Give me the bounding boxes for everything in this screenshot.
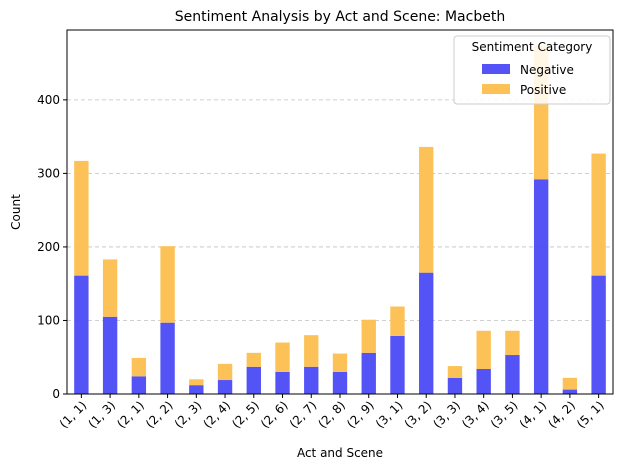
x-tick-label: (5, 1) <box>574 398 607 431</box>
bar-negative <box>562 389 578 394</box>
y-tick-label: 100 <box>37 313 60 327</box>
bar-positive <box>447 366 463 378</box>
legend-swatch-negative <box>482 64 510 74</box>
x-tick-label: (2, 9) <box>344 398 377 431</box>
x-tick-label: (2, 5) <box>229 398 262 431</box>
x-tick-label: (2, 2) <box>143 398 176 431</box>
bar-negative <box>102 316 118 394</box>
bar-negative <box>361 352 376 394</box>
gridlines <box>67 99 613 321</box>
bar-negative <box>505 355 520 394</box>
x-tick-label: (2, 6) <box>258 398 291 431</box>
bar-positive <box>562 377 578 390</box>
x-tick-label: (3, 3) <box>430 398 463 431</box>
bar-negative <box>275 371 290 394</box>
bar-positive <box>74 160 89 276</box>
bar-negative <box>74 275 89 394</box>
y-tick-label: 300 <box>37 166 60 180</box>
bar-positive <box>217 363 233 381</box>
bar-negative <box>447 377 463 394</box>
y-axis-title: Count <box>9 194 23 230</box>
bar-positive <box>419 146 434 273</box>
bar-positive <box>275 342 290 372</box>
bar-positive <box>390 306 405 336</box>
bar-positive <box>160 246 175 323</box>
legend-label-positive: Positive <box>520 83 566 97</box>
bar-positive <box>189 379 204 386</box>
bars <box>74 45 606 394</box>
bar-negative <box>332 371 348 394</box>
x-tick-label: (4, 1) <box>517 398 550 431</box>
legend: Sentiment Category Negative Positive <box>453 35 611 105</box>
bar-positive <box>246 352 261 367</box>
legend-items: Negative Positive <box>482 63 574 97</box>
legend-title: Sentiment Category <box>472 40 593 54</box>
bar-positive <box>102 259 118 317</box>
bar-positive <box>505 330 520 356</box>
x-tick-label: (1, 3) <box>86 398 119 431</box>
bar-positive <box>332 353 348 372</box>
y-axis-ticks: 0 100 200 300 400 <box>37 93 67 401</box>
bar-positive <box>131 357 147 377</box>
x-tick-label: (1, 1) <box>57 398 90 431</box>
bar-negative <box>160 322 175 394</box>
x-tick-label: (2, 8) <box>315 398 348 431</box>
chart-title: Sentiment Analysis by Act and Scene: Mac… <box>175 9 505 25</box>
bar-negative <box>189 385 204 394</box>
y-tick-label: 200 <box>37 240 60 254</box>
x-tick-label: (4, 2) <box>545 398 578 431</box>
x-tick-label: (2, 4) <box>200 398 233 431</box>
bar-negative <box>419 272 434 394</box>
bar-negative <box>246 366 261 394</box>
legend-label-negative: Negative <box>520 63 574 77</box>
x-tick-label: (3, 5) <box>488 398 521 431</box>
x-tick-label: (3, 2) <box>402 398 435 431</box>
x-tick-label: (2, 7) <box>287 398 320 431</box>
x-tick-label: (3, 1) <box>373 398 406 431</box>
bar-negative <box>131 376 147 394</box>
legend-swatch-positive <box>482 84 510 94</box>
x-axis-title: Act and Scene <box>297 446 383 460</box>
bar-negative <box>533 179 549 394</box>
x-tick-label: (3, 4) <box>459 398 492 431</box>
bar-negative <box>390 335 405 394</box>
bar-positive <box>361 319 376 353</box>
bar-negative <box>217 380 233 394</box>
bar-negative <box>591 275 606 394</box>
bar-negative <box>304 366 319 394</box>
bar-negative <box>476 368 491 394</box>
x-tick-label: (2, 1) <box>114 398 147 431</box>
y-tick-label: 0 <box>52 387 60 401</box>
bar-positive <box>304 335 319 367</box>
bar-positive <box>591 153 606 276</box>
x-axis-ticks: (1, 1)(1, 3)(2, 1)(2, 2)(2, 3)(2, 4)(2, … <box>57 394 607 431</box>
bar-positive <box>476 330 491 369</box>
x-tick-label: (2, 3) <box>172 398 205 431</box>
y-tick-label: 400 <box>37 93 60 107</box>
